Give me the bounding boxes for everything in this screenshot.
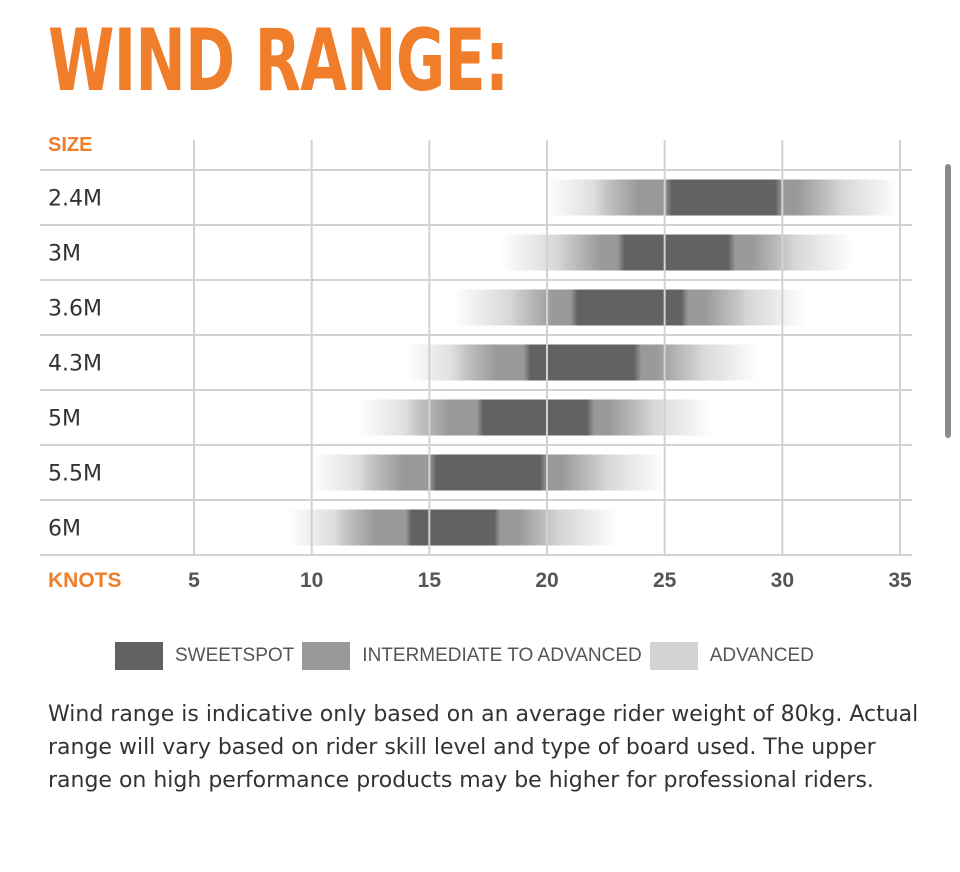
size-label: 3.6M <box>48 297 102 322</box>
x-tick-label: 15 <box>418 569 442 592</box>
size-label: 6M <box>48 517 81 542</box>
size-label: 4.3M <box>48 352 102 377</box>
legend-label-intermediate: INTERMEDIATE TO ADVANCED <box>362 645 642 666</box>
size-label: 2.4M <box>48 187 102 212</box>
legend-swatch-intermediate <box>302 642 351 670</box>
range-bar-sweetspot-2-4m <box>664 179 783 216</box>
range-bar-sweetspot-6m <box>405 509 500 546</box>
legend-label-advanced: ADVANCED <box>709 645 814 666</box>
x-tick-label: 30 <box>771 569 794 592</box>
legend: SWEETSPOT INTERMEDIATE TO ADVANCED ADVAN… <box>115 642 822 670</box>
size-label: 5.5M <box>48 462 102 487</box>
x-tick-label: 25 <box>653 569 677 592</box>
page-title: WIND RANGE: <box>48 11 509 111</box>
x-tick-label: 20 <box>535 569 558 592</box>
range-bar-sweetspot-4-3m <box>523 344 642 381</box>
legend-swatch-advanced <box>649 642 698 670</box>
x-tick-label: 10 <box>300 569 323 592</box>
wind-range-chart: SIZE 2.4M 3M 3.6M 4.3M 5M 5.5M 6M KNOTS 5 10 15 20 25… <box>40 134 912 592</box>
legend-swatch-sweetspot <box>115 642 163 670</box>
size-label: 5M <box>48 407 81 432</box>
disclaimer-text: Wind range is indicative only based on a… <box>48 702 919 793</box>
knots-header: KNOTS <box>48 569 122 592</box>
scrollbar[interactable] <box>945 164 951 438</box>
x-tick-label: 35 <box>888 569 912 592</box>
range-bar-sweetspot-3m <box>617 234 736 271</box>
range-bar-sweetspot-3-6m <box>570 289 689 326</box>
range-bar-sweetspot-5-5m <box>429 454 547 491</box>
legend-label-sweetspot: SWEETSPOT <box>175 645 295 666</box>
size-header: SIZE <box>48 134 92 156</box>
x-tick-label: 5 <box>188 569 200 592</box>
range-bar-sweetspot-5m <box>476 399 595 436</box>
size-label: 3M <box>48 242 81 267</box>
